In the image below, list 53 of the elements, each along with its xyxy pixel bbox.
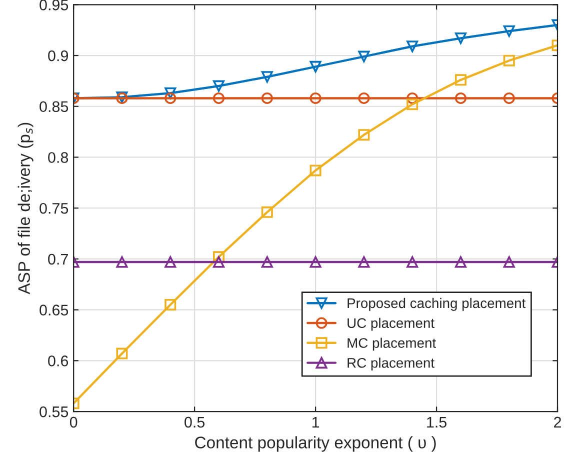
point <box>310 164 322 176</box>
point <box>212 256 225 268</box>
point <box>261 71 273 83</box>
point <box>116 348 128 360</box>
point <box>164 298 176 310</box>
legend-label: RC placement <box>348 358 434 371</box>
y-tick-label: 0.65 <box>40 304 68 316</box>
point <box>261 92 273 104</box>
legend-label: UC placement <box>348 318 434 331</box>
point <box>503 256 515 268</box>
x-tick-label: 0 <box>70 416 78 428</box>
y-tick-label: 0.95 <box>40 0 68 10</box>
point <box>454 32 466 44</box>
point <box>406 98 418 110</box>
point <box>164 92 176 104</box>
point <box>261 206 273 218</box>
y-axis-title: ASP of file de;ivery (p$_{s}$) <box>18 122 34 294</box>
y-tick-label: 0.85 <box>40 101 68 112</box>
point <box>358 129 370 141</box>
y-tick-label: 0.55 <box>40 406 68 418</box>
point <box>261 256 273 268</box>
point <box>310 60 322 72</box>
x-tick-label: 0.5 <box>184 416 205 428</box>
x-tick-label: 1 <box>312 416 320 428</box>
x-tick-label: 1.5 <box>427 416 447 428</box>
point <box>406 256 418 268</box>
point <box>454 256 466 268</box>
y-tick-label: 0.9 <box>48 50 68 62</box>
point <box>164 256 176 268</box>
point <box>358 256 370 268</box>
y-tick-label: 0.8 <box>48 152 68 163</box>
point <box>310 92 322 104</box>
point <box>454 92 466 104</box>
point <box>164 87 176 99</box>
legend-label: MC placement <box>348 338 436 351</box>
point <box>503 25 515 37</box>
point <box>358 50 370 62</box>
point <box>503 54 515 66</box>
y-tick-label: 0.75 <box>40 202 68 214</box>
point <box>406 40 418 52</box>
x-tick-label: 2 <box>554 416 561 428</box>
legend-label: Proposed caching placement <box>348 298 526 311</box>
point <box>116 256 128 268</box>
point <box>310 256 322 268</box>
y-tick-label: 0.6 <box>48 356 68 366</box>
point <box>503 92 515 104</box>
point <box>358 92 370 104</box>
point <box>212 80 225 92</box>
point <box>212 92 225 104</box>
x-axis-title: Content popularity exponent ( υ ) <box>195 436 436 452</box>
point <box>406 92 418 104</box>
y-tick-label: 0.7 <box>48 254 68 265</box>
point <box>454 74 466 86</box>
